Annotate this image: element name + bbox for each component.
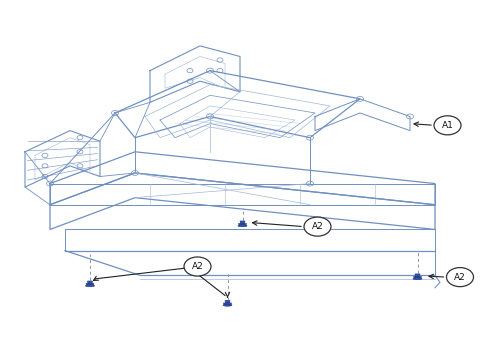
Polygon shape xyxy=(415,274,420,277)
Circle shape xyxy=(446,268,473,287)
Ellipse shape xyxy=(413,278,422,280)
Polygon shape xyxy=(225,300,230,303)
Circle shape xyxy=(304,217,331,236)
Ellipse shape xyxy=(86,285,94,287)
Text: A2: A2 xyxy=(454,273,466,282)
Polygon shape xyxy=(240,221,245,224)
Polygon shape xyxy=(86,283,94,286)
Polygon shape xyxy=(88,281,92,284)
Text: A2: A2 xyxy=(312,222,324,231)
Polygon shape xyxy=(238,223,246,226)
Ellipse shape xyxy=(223,304,232,306)
Circle shape xyxy=(434,116,461,135)
Text: A2: A2 xyxy=(192,262,203,271)
Polygon shape xyxy=(224,303,232,305)
Polygon shape xyxy=(414,276,422,279)
Circle shape xyxy=(184,257,211,276)
Ellipse shape xyxy=(238,225,247,227)
Text: A1: A1 xyxy=(442,121,454,130)
